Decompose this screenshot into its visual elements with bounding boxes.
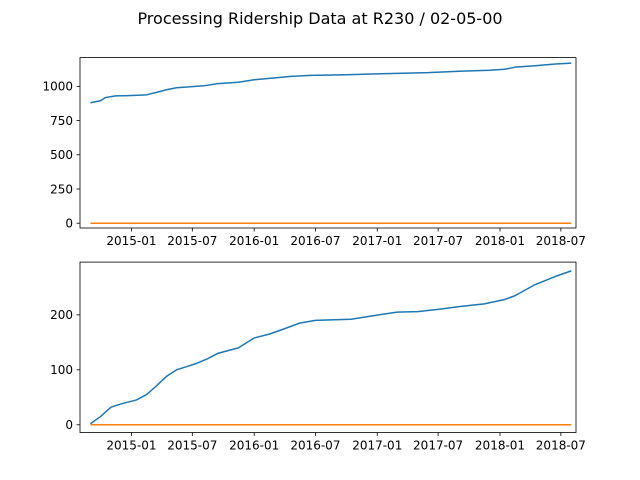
- x-tick-label: 2017-01: [352, 439, 402, 453]
- x-tick-label: 2016-07: [290, 439, 340, 453]
- x-tick-label: 2016-01: [229, 439, 279, 453]
- x-tick-label: 2015-07: [167, 439, 217, 453]
- x-tick-label: 2017-01: [352, 234, 402, 248]
- y-tick-label: 0: [65, 418, 73, 432]
- x-tick-label: 2015-01: [106, 234, 156, 248]
- x-tick-label: 2017-07: [413, 234, 463, 248]
- top-subplot: 2015-01 2015-07 2016-01 2016-07 2017-01 2017-…: [42, 57, 586, 248]
- x-tick-label: 2018-01: [475, 439, 525, 453]
- x-tick-label: 2016-01: [229, 234, 279, 248]
- x-tick-label: 2015-07: [167, 234, 217, 248]
- y-tick-label: 250: [50, 182, 73, 196]
- x-tick-label: 2018-07: [536, 439, 586, 453]
- series-line-1: [89, 270, 572, 425]
- bottom-subplot: 2015-01 2015-07 2016-01 2016-07 2017-01 2017-…: [50, 261, 586, 453]
- x-tick-label: 2015-01: [106, 439, 156, 453]
- y-tick-label: 200: [50, 308, 73, 322]
- x-tick-label: 2016-07: [290, 234, 340, 248]
- x-tick-label: 2018-07: [536, 234, 586, 248]
- series-line-1: [90, 62, 572, 104]
- chart-title: Processing Ridership Data at R230 / 02-0…: [137, 9, 502, 28]
- x-tick-label: 2017-07: [413, 439, 463, 453]
- y-tick-label: 100: [50, 363, 73, 377]
- y-tick-label: 0: [65, 217, 73, 231]
- y-tick-label: 1000: [42, 80, 73, 94]
- y-tick-label: 750: [50, 114, 73, 128]
- axes-frame: [79, 261, 577, 433]
- axes-frame: [79, 57, 577, 229]
- x-tick-label: 2018-01: [475, 234, 525, 248]
- y-tick-label: 500: [50, 148, 73, 162]
